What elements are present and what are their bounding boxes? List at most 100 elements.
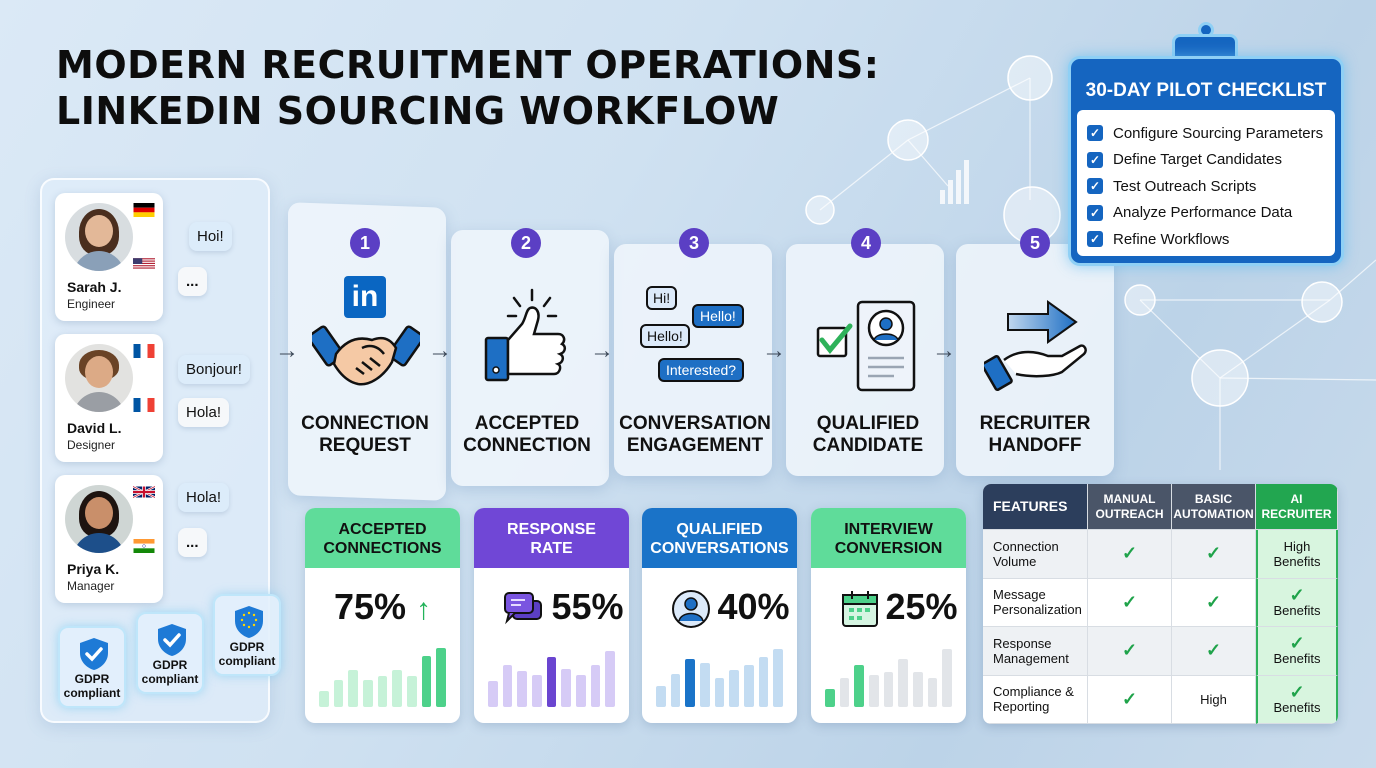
step-label: QUALIFIED CANDIDATE [812, 413, 924, 456]
germany-flag-icon [133, 203, 155, 217]
gdpr-badge: GDPR compliant [136, 612, 204, 694]
checkmark-icon: ✓ [1121, 640, 1138, 661]
checkbox-checked-icon[interactable]: ✓ [1087, 125, 1103, 142]
mini-bar-chart [319, 643, 447, 707]
checkmark-icon: ✓ [1121, 543, 1138, 564]
metric-value: 75% ↑ [333, 586, 432, 627]
manual-outreach-value: ✓ [1088, 578, 1172, 627]
table-row: Message Personalization ✓ ✓ ✓ Benefits [983, 578, 1338, 627]
feature-name: Compliance & Reporting [983, 675, 1088, 724]
step-number-badge: 3 [679, 228, 709, 258]
chart-bar [576, 675, 586, 707]
page-title: MODERN RECRUITMENT OPERATIONS: LINKEDIN … [56, 42, 879, 134]
chart-bar [927, 678, 938, 707]
arrow-right-icon: → [275, 337, 299, 364]
chart-bar [942, 649, 953, 707]
metric-card-accepted-connections[interactable]: ACCEPTED CONNECTIONS 75% ↑ [305, 508, 460, 723]
header-ai-recruiter: AI RECRUITER [1256, 484, 1338, 530]
checkmark-icon: ✓ [1289, 681, 1305, 702]
chart-bar [700, 663, 710, 707]
chat-bubbles-icon: Hi! Hello! Hello! Interested? [640, 284, 750, 384]
checklist-item[interactable]: ✓ Test Outreach Scripts [1087, 173, 1335, 200]
feature-name: Connection Volume [983, 530, 1088, 579]
step-number-badge: 4 [851, 228, 881, 258]
metric-value: 40% [642, 586, 797, 629]
checkmark-icon: ✓ [1289, 633, 1305, 654]
chart-bar [436, 648, 447, 707]
avatar [65, 344, 133, 412]
candidate-card-priya[interactable]: Priya K. Manager [55, 475, 163, 603]
manual-outreach-value: ✓ [1088, 627, 1172, 676]
metric-card-interview-conversion[interactable]: INTERVIEW CONVERSION 25% [811, 508, 966, 723]
checklist-item[interactable]: ✓ Refine Workflows [1087, 226, 1335, 253]
chat-bubble: Hola! [178, 398, 230, 427]
hand-arrow-handoff-icon [984, 300, 1087, 392]
thumbs-up-icon [484, 288, 566, 382]
chart-bar [392, 669, 403, 707]
checkbox-checked-icon[interactable]: ✓ [1087, 204, 1103, 221]
chart-bar [758, 657, 769, 707]
chart-bar [363, 680, 373, 707]
header-manual-outreach: MANUAL OUTREACH [1088, 484, 1172, 530]
chat-bubble: Bonjour! [178, 355, 250, 384]
chat-icon [504, 592, 543, 625]
chart-bar [913, 671, 923, 707]
mini-bar-chart [825, 643, 953, 707]
ai-recruiter-value: ✓ Benefits [1256, 627, 1338, 676]
france-flag-icon [133, 344, 155, 358]
checkbox-checked-icon[interactable]: ✓ [1087, 178, 1103, 195]
qualified-candidate-icon [816, 300, 916, 392]
metric-card-qualified-conversations[interactable]: QUALIFIED CONVERSATIONS 40% [642, 508, 797, 723]
checkbox-checked-icon[interactable]: ✓ [1087, 151, 1103, 168]
checkmark-icon: ✓ [1205, 543, 1222, 564]
shield-check-icon [80, 638, 108, 670]
handshake-icon [312, 325, 420, 386]
feature-name: Response Management [983, 627, 1088, 676]
ai-recruiter-value: High Benefits [1256, 530, 1338, 579]
arrow-right-icon: → [762, 337, 786, 364]
eu-shield-icon [235, 606, 263, 638]
checklist-item[interactable]: ✓ Define Target Candidates [1087, 147, 1335, 174]
candidate-card-david[interactable]: David L. Designer [55, 334, 163, 462]
arrow-right-icon: → [932, 337, 956, 364]
ai-recruiter-value: ✓ Benefits [1256, 675, 1338, 724]
metric-title: RESPONSE RATE [474, 508, 629, 568]
india-flag-icon [133, 539, 155, 553]
shield-check-icon [158, 624, 186, 656]
basic-automation-value: High [1172, 675, 1256, 724]
metric-title: ACCEPTED CONNECTIONS [305, 508, 460, 568]
chart-bar [377, 676, 388, 707]
candidate-name: Sarah J. [67, 279, 122, 295]
avatar [65, 485, 133, 553]
checkbox-checked-icon[interactable]: ✓ [1087, 231, 1103, 248]
chart-bar [517, 671, 528, 707]
uk-flag-icon [133, 485, 155, 499]
checklist-title: 30-DAY PILOT CHECKLIST [1085, 80, 1327, 101]
metric-title: QUALIFIED CONVERSATIONS [642, 508, 797, 568]
checkmark-icon: ✓ [1121, 688, 1138, 709]
chart-bar [854, 665, 865, 707]
chart-bar [744, 664, 754, 707]
chat-bubble: Hoi! [189, 222, 232, 251]
table-row: Response Management ✓ ✓ ✓ Benefits [983, 627, 1338, 676]
candidate-card-sarah[interactable]: Sarah J. Engineer [55, 193, 163, 321]
france-flag-icon [133, 398, 155, 412]
basic-automation-value: ✓ [1172, 627, 1256, 676]
arrow-right-icon: → [428, 337, 452, 364]
arrow-up-icon: ↑ [416, 593, 432, 626]
chart-bar [714, 678, 725, 707]
checkmark-icon: ✓ [1205, 640, 1222, 661]
chart-bar [488, 681, 498, 707]
metric-card-response-rate[interactable]: RESPONSE RATE 55% [474, 508, 629, 723]
chart-bar [407, 676, 417, 707]
chart-bar [685, 659, 696, 707]
metric-title: INTERVIEW CONVERSION [811, 508, 966, 568]
checklist-body: ✓ Configure Sourcing Parameters ✓ Define T… [1077, 110, 1335, 256]
ai-recruiter-value: ✓ Benefits [1256, 578, 1338, 627]
basic-automation-value: ✓ [1172, 578, 1256, 627]
checklist-item[interactable]: ✓ Configure Sourcing Parameters [1087, 120, 1335, 147]
checkmark-icon: ✓ [1289, 584, 1305, 605]
candidate-role: Designer [67, 438, 116, 452]
checklist-item[interactable]: ✓ Analyze Performance Data [1087, 200, 1335, 227]
comparison-table: FEATURES MANUAL OUTREACH BASIC AUTOMATION … [983, 484, 1338, 724]
